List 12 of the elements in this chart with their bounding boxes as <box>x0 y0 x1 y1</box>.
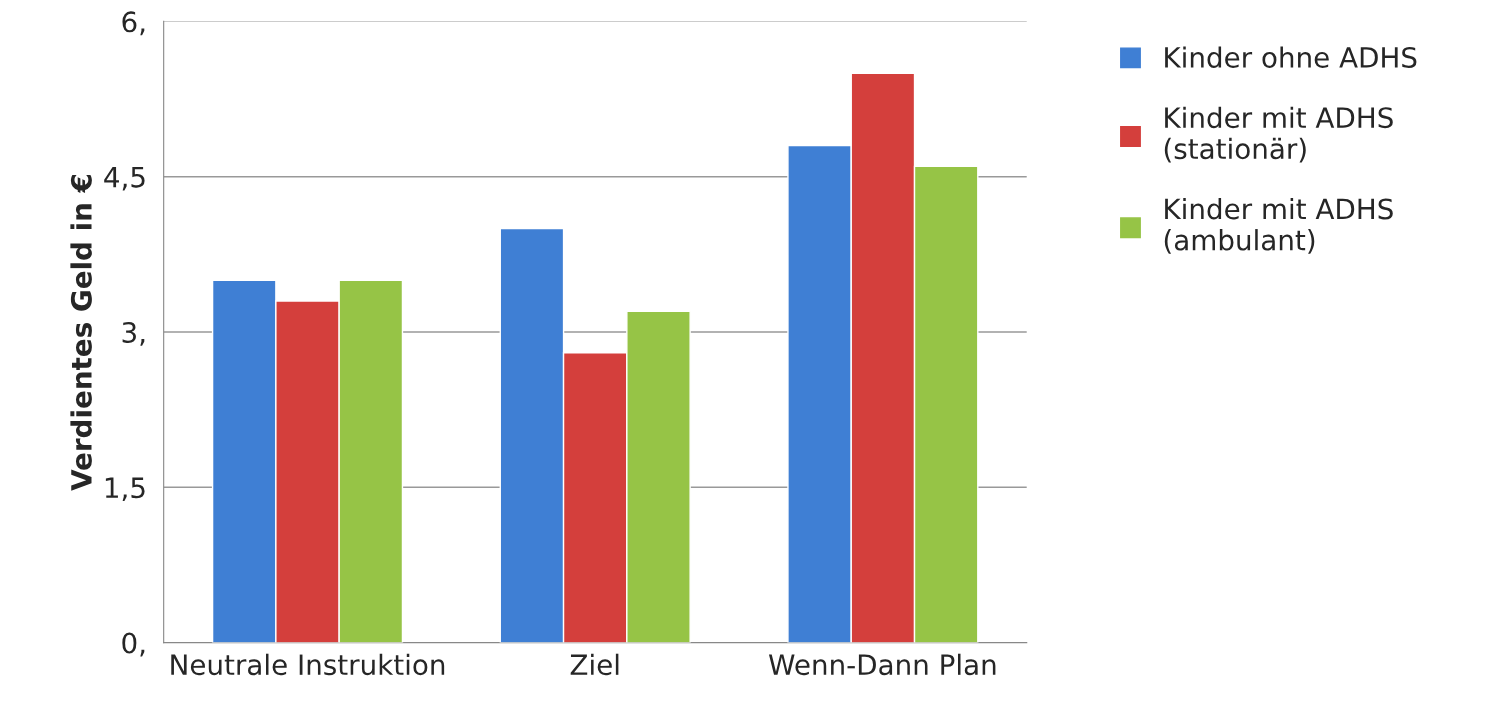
x-tick-label: Ziel <box>570 653 619 676</box>
x-tick-label: Wenn-Dann Plan <box>768 653 996 676</box>
y-tick-label: 1,5 <box>105 477 145 502</box>
legend-label: Kinder ohne ADHS <box>1165 46 1417 68</box>
y-axis-title: Verdientes Geld in € <box>70 174 92 491</box>
y-tick-label: 0, <box>122 632 145 657</box>
y-tick-label: 3, <box>122 321 145 346</box>
y-tick-label: 6, <box>122 11 145 36</box>
y-tick-label: 4,5 <box>104 167 145 191</box>
legend-label: Kinder mit ADHS (stationär) <box>1164 106 1393 163</box>
x-tick-label: Neutrale Instruktion <box>171 653 445 676</box>
legend-label: Kinder mit ADHS (ambulant) <box>1164 197 1393 254</box>
